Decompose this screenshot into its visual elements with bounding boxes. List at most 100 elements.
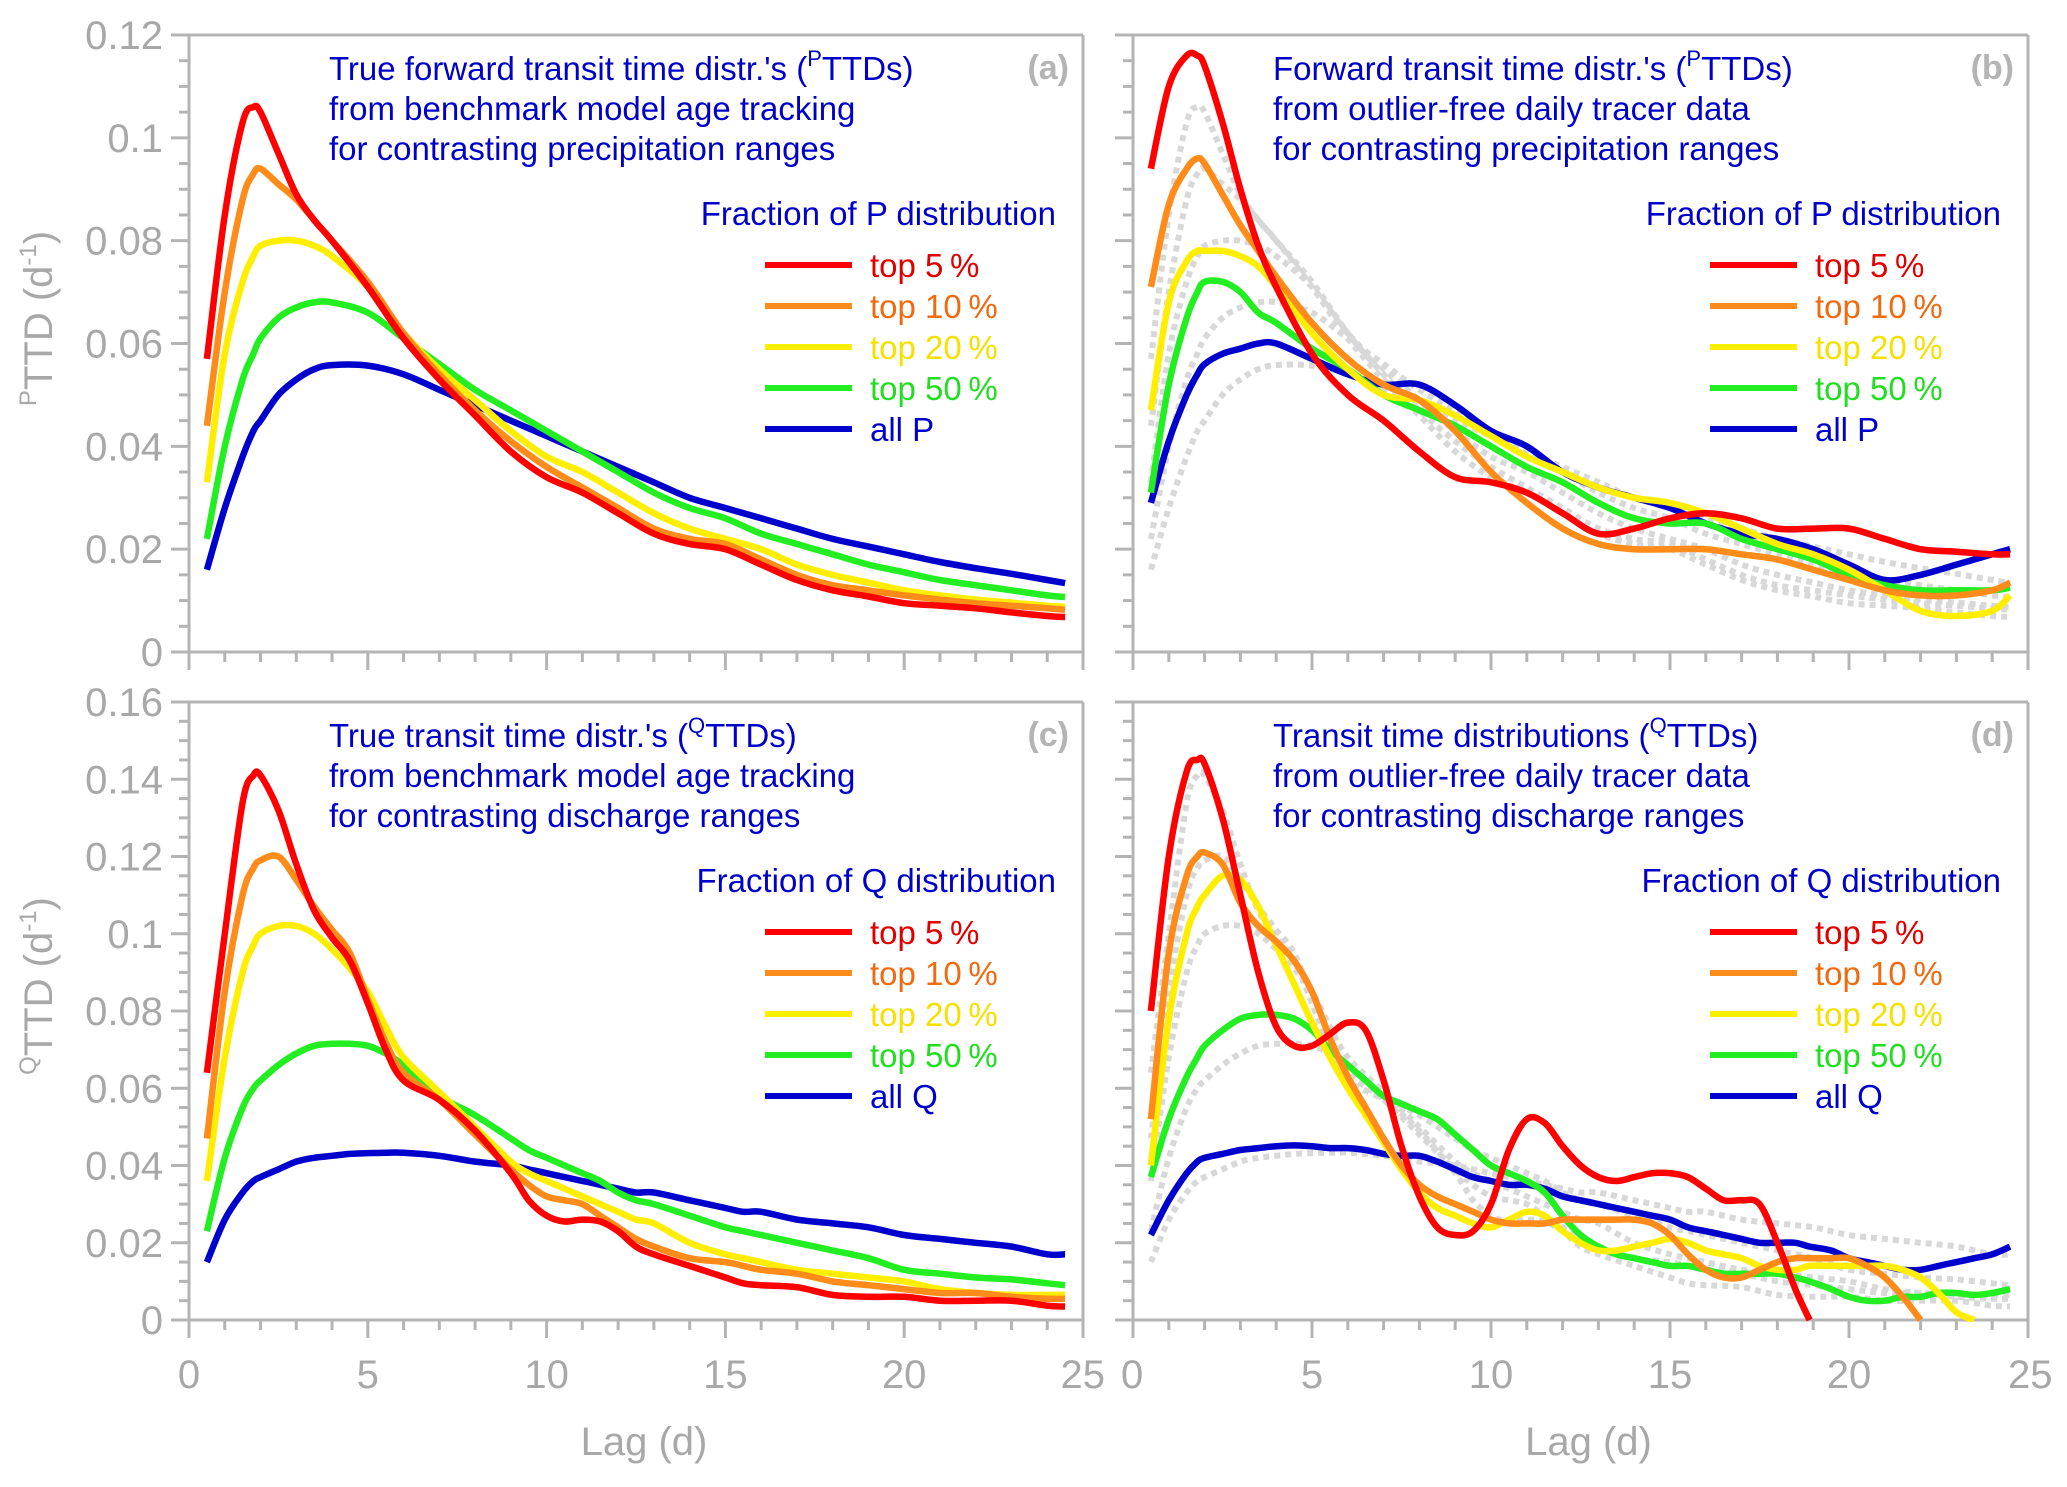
panel-title-line-1: True forward transit time distr.'s (PTTD… — [329, 46, 914, 87]
y-axis-label-exponent: -1 — [15, 244, 42, 265]
legend-label-top50: top 50 % — [1815, 1037, 1943, 1074]
panel-c: 0 0.02 0.04 0.06 0.08 0.1 0.12 0.14 0.16 0 5 10 15 20… — [15, 681, 1105, 1464]
panel-title-text: Forward transit time distr.'s ( — [1273, 50, 1686, 87]
series-line-top50 — [203, 298, 1066, 601]
legend-label-all: all Q — [1815, 1078, 1883, 1115]
y-tick-label: 0.02 — [85, 528, 163, 572]
y-axis-label-text: TTD (d — [17, 932, 61, 1056]
panel-d: 0 5 10 15 20 25 Lag (d) Transit time distributi… — [1115, 700, 2053, 1464]
reference-curve — [1147, 1040, 2011, 1289]
panel-letter: (c) — [1027, 716, 1069, 754]
legend-label-top20: top 20 % — [1815, 996, 1943, 1033]
series-line-top5 — [203, 102, 1066, 621]
reference-curve — [1147, 298, 2011, 600]
y-tick-label: 0.08 — [85, 220, 163, 264]
x-tick-label: 10 — [524, 1353, 569, 1397]
series-line-top20 — [203, 236, 1066, 611]
series-line-all — [203, 1149, 1066, 1264]
reference-curve — [1148, 1149, 2011, 1264]
legend-label-top50: top 50 % — [870, 1037, 998, 1074]
series-line-top50 — [1147, 277, 2011, 594]
y-tick-label: 0.1 — [107, 913, 163, 957]
legend-label-top5: top 5 % — [870, 247, 979, 284]
reference-curve — [1147, 852, 2011, 1302]
panel-title-text: TTDs) — [1701, 50, 1793, 87]
panel-title-text: TTDs) — [1667, 717, 1759, 754]
series-line-top5 — [1147, 49, 2011, 558]
panel-title-line-2: from benchmark model age tracking — [329, 757, 855, 794]
panel-title-superscript: P — [1686, 46, 1701, 71]
y-tick-label: 0.12 — [85, 14, 163, 58]
series-line-top5 — [1147, 754, 1813, 1322]
series-line-top20 — [203, 921, 1066, 1299]
legend-label-all: all P — [870, 411, 934, 448]
panel-title-line-1: Forward transit time distr.'s (PTTDs) — [1273, 46, 1793, 87]
legend-label-top10: top 10 % — [870, 288, 998, 325]
panel-title-line-2: from outlier-free daily tracer data — [1273, 90, 1751, 127]
legend-label-top5: top 5 % — [1815, 914, 1924, 951]
x-tick-label: 10 — [1469, 1353, 1514, 1397]
series-line-top10 — [203, 852, 1066, 1303]
y-tick-label: 0.14 — [85, 758, 163, 802]
panel-title-line-3: for contrasting precipitation ranges — [329, 130, 835, 167]
series-line-top5 — [203, 768, 1066, 1310]
x-axis-label: Lag (d) — [581, 1420, 708, 1464]
y-tick-label: 0.06 — [85, 1067, 163, 1111]
panel-b: Forward transit time distr.'s (PTTDs)fro… — [1115, 33, 2030, 670]
x-axis-label: Lag (d) — [1525, 1420, 1652, 1464]
series-line-top10 — [203, 164, 1066, 614]
panel-title-line-3: for contrasting discharge ranges — [1273, 797, 1744, 834]
legend: Fraction of Q distribution top 5 % top 10 … — [1642, 862, 2002, 1115]
y-tick-label: 0.06 — [85, 323, 163, 367]
panel-title-line-2: from benchmark model age tracking — [329, 90, 855, 127]
x-tick-label: 0 — [1121, 1353, 1143, 1397]
legend-label-top10: top 10 % — [1815, 288, 1943, 325]
legend-title: Fraction of Q distribution — [697, 862, 1057, 899]
x-tick-label: 25 — [1061, 1353, 1106, 1397]
panel-title-text: True forward transit time distr.'s ( — [329, 50, 807, 87]
series-line-top10 — [1147, 848, 1924, 1322]
y-axis-label: QTTD (d-1) — [15, 897, 61, 1075]
panel-letter: (d) — [1971, 716, 2014, 754]
panel-title-text: TTDs) — [705, 717, 797, 754]
y-axis-label-superscript: P — [15, 390, 42, 406]
legend: Fraction of Q distribution top 5 % top 10 … — [697, 862, 1057, 1115]
series-line-top20 — [1147, 246, 2013, 620]
panel-title-superscript: Q — [688, 713, 705, 738]
legend-label-top20: top 20 % — [870, 996, 998, 1033]
y-tick-label: 0.12 — [85, 836, 163, 880]
legend-label-top20: top 20 % — [870, 329, 998, 366]
y-tick-label: 0.1 — [107, 117, 163, 161]
legend: Fraction of P distribution top 5 % top 10 … — [1646, 195, 2001, 448]
y-axis-label-close: ) — [17, 897, 61, 910]
reference-curve — [1147, 768, 2011, 1310]
legend-label-top5: top 5 % — [870, 914, 979, 951]
y-tick-label: 0.02 — [85, 1222, 163, 1266]
panel-title-line-1: True transit time distr.'s (QTTDs) — [329, 713, 797, 754]
x-tick-label: 20 — [882, 1353, 927, 1397]
y-tick-label: 0 — [141, 631, 163, 675]
x-tick-label: 20 — [1827, 1353, 1872, 1397]
legend: Fraction of P distribution top 5 % top 10 … — [701, 195, 1056, 448]
legend-label-all: all P — [1815, 411, 1879, 448]
panel-title-line-3: for contrasting discharge ranges — [329, 797, 800, 834]
legend-label-top10: top 10 % — [1815, 955, 1943, 992]
y-axis-label-superscript: Q — [15, 1056, 42, 1075]
legend-label-top5: top 5 % — [1815, 247, 1924, 284]
legend-title: Fraction of P distribution — [701, 195, 1056, 232]
y-axis-label-exponent: -1 — [15, 910, 42, 931]
legend-label-top20: top 20 % — [1815, 329, 1943, 366]
x-tick-label: 5 — [1301, 1353, 1323, 1397]
y-axis-label-close: ) — [17, 231, 61, 244]
legend-label-top50: top 50 % — [870, 370, 998, 407]
panel-letter: (b) — [1971, 49, 2014, 87]
panel-title-superscript: Q — [1650, 713, 1667, 738]
y-tick-label: 0.04 — [85, 425, 163, 469]
legend-label-top50: top 50 % — [1815, 370, 1943, 407]
x-tick-label: 0 — [178, 1353, 200, 1397]
series-line-top20 — [1147, 871, 1976, 1322]
y-tick-label: 0.16 — [85, 681, 163, 725]
y-tick-label: 0 — [141, 1299, 163, 1343]
